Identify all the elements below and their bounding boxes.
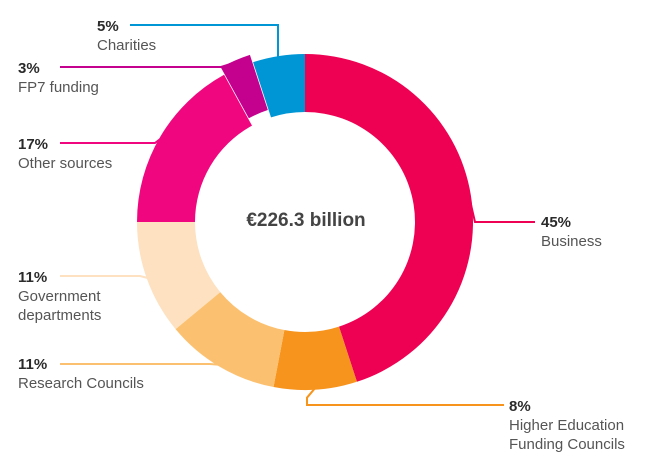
slice-other-sources: [137, 74, 253, 222]
name-research: Research Councils: [18, 375, 144, 392]
leader-lines-group: [60, 24, 535, 406]
leader-line-higher-education-funding-councils: [306, 387, 504, 406]
name-charities: Charities: [97, 37, 157, 54]
leader-line-research-councils: [60, 363, 221, 366]
slice-label-government: 11% Government departments: [18, 268, 101, 325]
slice-label-other: 17% Other sources: [18, 135, 112, 173]
pct-higher-education: 8%: [509, 398, 531, 415]
total-label: €226.3 billion: [246, 210, 366, 231]
leader-line-business: [467, 195, 535, 223]
leader-line-charities: [130, 24, 280, 60]
leader-line-government-departments: [60, 275, 150, 280]
name-business: Business: [541, 233, 602, 250]
name-other: Other sources: [18, 155, 113, 172]
slice-higher-education-funding-councils: [273, 326, 357, 391]
slice-label-research: 11% Research Councils: [18, 355, 144, 393]
slice-charities: [253, 54, 305, 118]
slice-label-charities: 5% Charities: [97, 17, 156, 55]
pct-business: 45%: [541, 214, 572, 231]
name-fp7: FP7 funding: [18, 79, 99, 96]
pct-fp7: 3%: [18, 60, 40, 77]
pct-other: 17%: [18, 136, 49, 153]
slice-label-higher-education: 8% Higher Education Funding Councils: [509, 397, 625, 454]
pct-research: 11%: [18, 356, 48, 373]
pct-charities: 5%: [97, 18, 119, 35]
slice-business: [305, 54, 474, 382]
leader-line-fp7-funding: [60, 61, 237, 68]
slice-government-departments: [137, 222, 221, 330]
leader-line-other-sources: [60, 136, 163, 144]
slice-fp7-funding: [220, 54, 268, 119]
slice-research-councils: [175, 292, 285, 388]
name-higher-education: Higher Education Funding Councils: [509, 417, 625, 453]
name-government: Government departments: [18, 288, 102, 324]
slice-label-fp7: 3% FP7 funding: [18, 59, 99, 97]
slice-label-business: 45% Business: [541, 213, 602, 251]
slices-group: [137, 54, 474, 391]
pct-government: 11%: [18, 269, 48, 286]
